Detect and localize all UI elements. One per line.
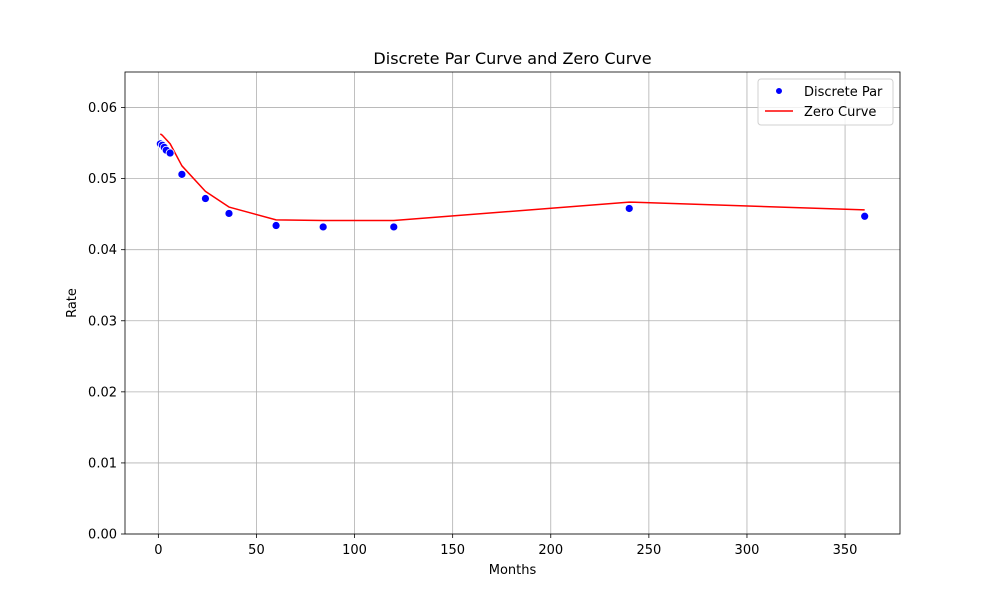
discrete-par-point bbox=[201, 194, 210, 203]
y-tick-label: 0.04 bbox=[88, 243, 117, 258]
x-tick-label: 350 bbox=[833, 543, 858, 558]
x-tick-label: 0 bbox=[154, 543, 162, 558]
chart-title: Discrete Par Curve and Zero Curve bbox=[373, 49, 651, 68]
y-tick-label: 0.06 bbox=[88, 101, 117, 116]
zero-curve-line bbox=[159, 133, 865, 222]
discrete-par-point bbox=[318, 222, 328, 232]
y-tick-label: 0.02 bbox=[88, 385, 117, 400]
discrete-par-point bbox=[624, 204, 634, 213]
legend-marker-discrete-par bbox=[775, 87, 783, 95]
x-tick-label: 100 bbox=[342, 543, 367, 558]
x-tick-label: 50 bbox=[248, 543, 265, 558]
legend-label-discrete-par: Discrete Par bbox=[804, 85, 883, 100]
y-tick-label: 0.03 bbox=[88, 314, 117, 329]
legend-box bbox=[757, 78, 894, 126]
legend-label-zero-curve: Zero Curve bbox=[804, 105, 876, 120]
discrete-par-point bbox=[860, 211, 870, 221]
y-axis-label: Rate bbox=[65, 288, 80, 318]
x-tick-label: 200 bbox=[538, 543, 563, 558]
x-tick-label: 250 bbox=[636, 543, 661, 558]
y-tick-label: 0.05 bbox=[88, 172, 117, 187]
discrete-par-point bbox=[224, 209, 234, 218]
legend: Discrete Par Zero Curve bbox=[757, 78, 894, 126]
y-tick-label: 0.00 bbox=[88, 528, 117, 543]
x-axis-label: Months bbox=[489, 563, 537, 578]
x-tick-label: 300 bbox=[735, 543, 760, 558]
discrete-par-point bbox=[165, 148, 175, 158]
series-layer bbox=[155, 133, 870, 232]
discrete-par-point bbox=[389, 222, 399, 232]
discrete-par-point bbox=[271, 221, 281, 230]
y-tick-label: 0.01 bbox=[88, 456, 117, 471]
x-tick-label: 150 bbox=[440, 543, 465, 558]
discrete-par-point bbox=[177, 169, 187, 179]
plot-frame bbox=[124, 71, 901, 535]
axes-layer: 0 50 100 150 200 250 300 350 0.00 0.01 0.02 0.03 0.0… bbox=[88, 71, 901, 558]
